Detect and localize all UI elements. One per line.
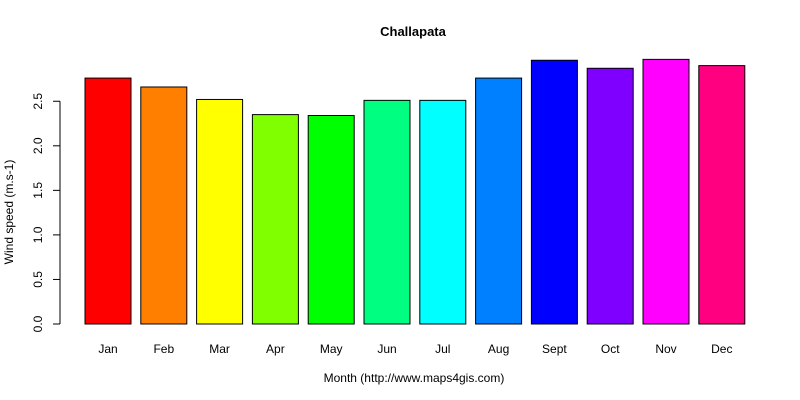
bars xyxy=(84,58,746,325)
x-tick-label: Apr xyxy=(266,342,285,356)
x-tick-label: Jan xyxy=(98,342,117,356)
bar-may xyxy=(307,115,355,325)
x-tick-label: Dec xyxy=(711,342,732,356)
x-tick-label: Feb xyxy=(153,342,174,356)
bar-jul xyxy=(419,99,467,325)
y-tick-label: 0.5 xyxy=(31,271,45,288)
bar-jun xyxy=(363,99,411,325)
x-tick-label: Oct xyxy=(601,342,620,356)
x-tick-label: Aug xyxy=(488,342,509,356)
x-tick-label: Jun xyxy=(377,342,396,356)
bar-dec xyxy=(698,65,746,325)
bar-jan xyxy=(84,77,132,325)
y-axis: 0.0 0.5 1.0 1.5 2.0 2.5 xyxy=(31,93,61,332)
y-tick-label: 2.0 xyxy=(31,137,45,154)
y-tick-label: 0.0 xyxy=(31,315,45,332)
y-tick-label: 1.5 xyxy=(31,182,45,199)
x-tick-labels: Jan Feb Mar Apr May Jun Jul Aug Sept Oct Nov Dec xyxy=(98,342,732,356)
y-tick-label: 2.5 xyxy=(31,93,45,110)
y-tick-label: 1.0 xyxy=(31,226,45,243)
x-tick-label: Nov xyxy=(655,342,676,356)
bar-oct xyxy=(586,67,634,325)
bar-sept xyxy=(530,59,578,325)
y-axis-label: Wind speed (m.s-1) xyxy=(2,160,16,265)
x-tick-label: Jul xyxy=(435,342,450,356)
bar-feb xyxy=(140,86,188,325)
bar-apr xyxy=(251,114,299,325)
x-axis-label: Month (http://www.maps4gis.com) xyxy=(324,371,505,385)
x-tick-label: Mar xyxy=(209,342,230,356)
chart-title: Challapata xyxy=(380,24,447,39)
bar-nov xyxy=(642,58,690,325)
x-tick-label: May xyxy=(320,342,343,356)
bar-mar xyxy=(196,98,244,325)
x-tick-label: Sept xyxy=(542,342,567,356)
bar-aug xyxy=(475,77,523,325)
